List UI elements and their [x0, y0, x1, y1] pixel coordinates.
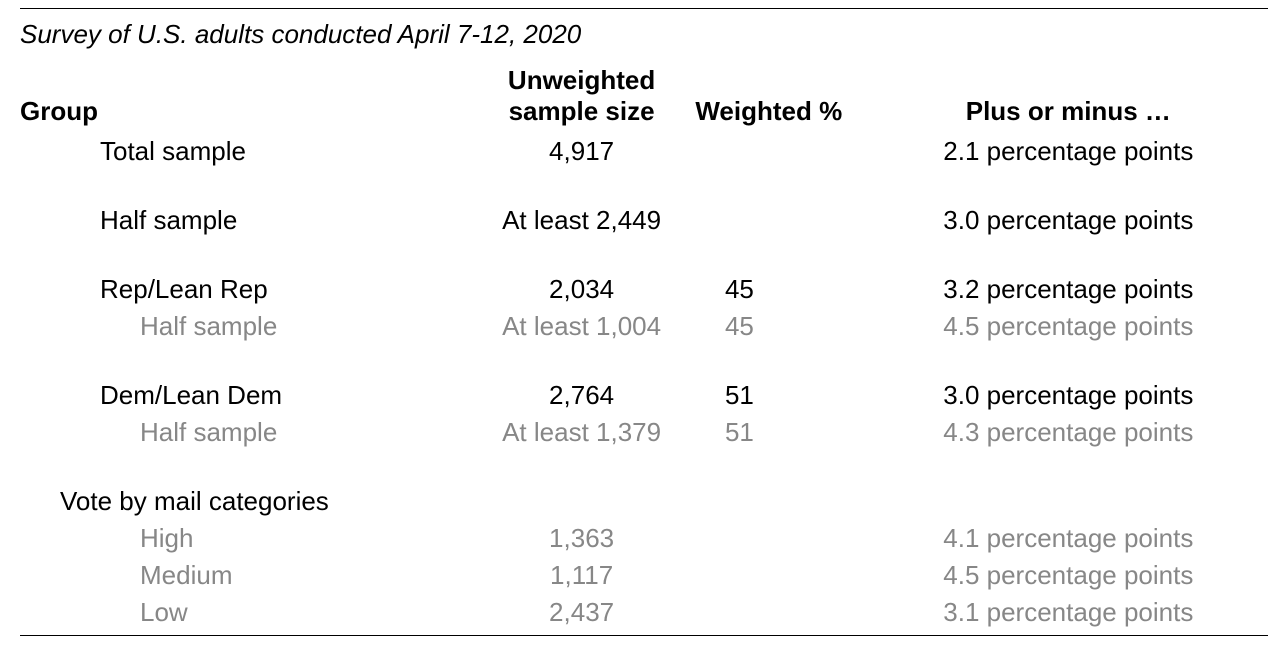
cell-size: 4,917 [494, 133, 669, 170]
cell-group: High [20, 520, 494, 557]
table-row: Half sample At least 2,449 3.0 percentag… [20, 202, 1268, 239]
table-row: Dem/Lean Dem 2,764 51 3.0 percentage poi… [20, 377, 1268, 414]
cell-size: 2,437 [494, 594, 669, 631]
cell-group: Rep/Lean Rep [20, 271, 494, 308]
cell-group: Half sample [20, 202, 494, 239]
cell-group: Dem/Lean Dem [20, 377, 494, 414]
row-spacer [20, 239, 1268, 271]
header-size-line1: Unweighted [508, 65, 655, 95]
survey-caption: Survey of U.S. adults conducted April 7-… [20, 9, 1268, 64]
cell-plus-minus: 4.5 percentage points [869, 557, 1268, 594]
cell-weighted [669, 133, 869, 170]
cell-weighted: 45 [669, 308, 869, 345]
cell-plus-minus: 3.1 percentage points [869, 594, 1268, 631]
header-size-line2: sample size [509, 96, 655, 126]
cell-size: At least 2,449 [494, 202, 669, 239]
cell-group: Low [20, 594, 494, 631]
cell-section-label: Vote by mail categories [20, 483, 494, 520]
cell-weighted: 51 [669, 414, 869, 451]
survey-table-container: Survey of U.S. adults conducted April 7-… [20, 8, 1268, 636]
cell-plus-minus: 3.0 percentage points [869, 377, 1268, 414]
cell-size: 1,117 [494, 557, 669, 594]
section-header-row: Vote by mail categories [20, 483, 1268, 520]
cell-size: At least 1,004 [494, 308, 669, 345]
cell-plus-minus: 4.5 percentage points [869, 308, 1268, 345]
header-weighted: Weighted % [669, 64, 869, 133]
cell-plus-minus: 3.2 percentage points [869, 271, 1268, 308]
cell-plus-minus: 4.1 percentage points [869, 520, 1268, 557]
table-row: High 1,363 4.1 percentage points [20, 520, 1268, 557]
cell-size: 2,764 [494, 377, 669, 414]
header-sample-size: Unweighted sample size [494, 64, 669, 133]
cell-group: Total sample [20, 133, 494, 170]
cell-size: 1,363 [494, 520, 669, 557]
cell-weighted [669, 594, 869, 631]
cell-group: Half sample [20, 308, 494, 345]
row-spacer [20, 451, 1268, 483]
cell-plus-minus: 3.0 percentage points [869, 202, 1268, 239]
cell-plus-minus: 4.3 percentage points [869, 414, 1268, 451]
cell-size: 2,034 [494, 271, 669, 308]
cell-weighted [669, 202, 869, 239]
table-row: Half sample At least 1,004 45 4.5 percen… [20, 308, 1268, 345]
cell-weighted [669, 520, 869, 557]
cell-weighted [669, 557, 869, 594]
row-spacer [20, 345, 1268, 377]
table-row: Medium 1,117 4.5 percentage points [20, 557, 1268, 594]
table-header: Group Unweighted sample size Weighted % … [20, 64, 1268, 133]
table-row: Low 2,437 3.1 percentage points [20, 594, 1268, 631]
cell-plus-minus: 2.1 percentage points [869, 133, 1268, 170]
header-plus-minus: Plus or minus … [869, 64, 1268, 133]
cell-group: Half sample [20, 414, 494, 451]
cell-group: Medium [20, 557, 494, 594]
cell-size: At least 1,379 [494, 414, 669, 451]
row-spacer [20, 170, 1268, 202]
cell-weighted: 51 [669, 377, 869, 414]
header-group: Group [20, 64, 494, 133]
survey-table: Group Unweighted sample size Weighted % … [20, 64, 1268, 631]
cell-weighted: 45 [669, 271, 869, 308]
table-row: Rep/Lean Rep 2,034 45 3.2 percentage poi… [20, 271, 1268, 308]
table-row: Total sample 4,917 2.1 percentage points [20, 133, 1268, 170]
table-row: Half sample At least 1,379 51 4.3 percen… [20, 414, 1268, 451]
